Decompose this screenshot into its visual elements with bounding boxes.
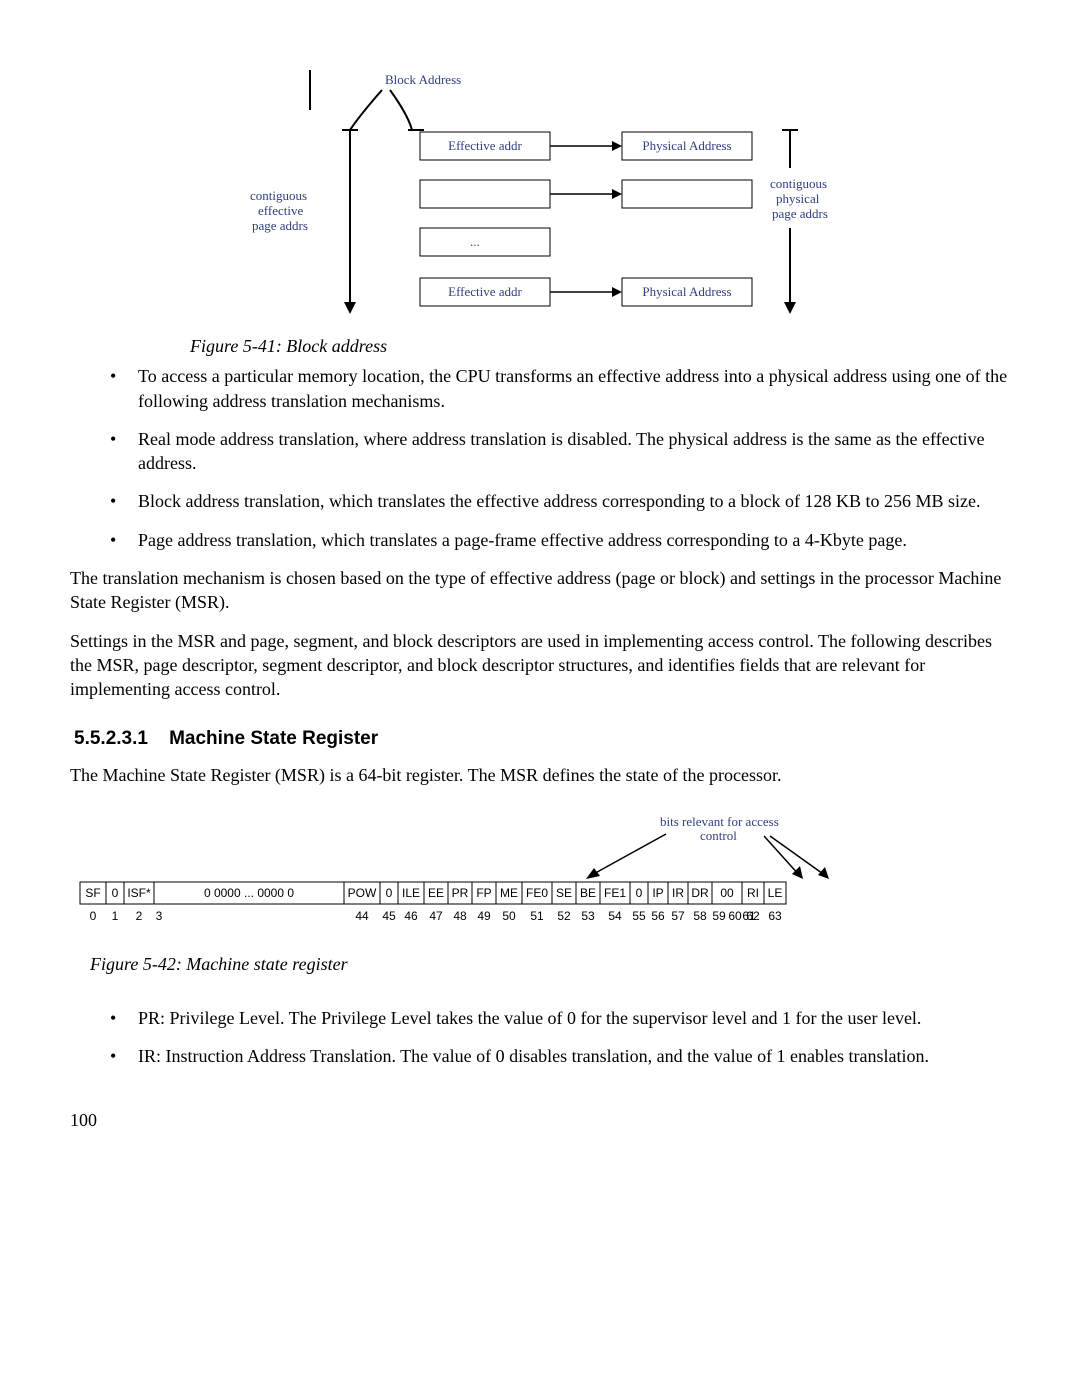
bullets-b: PR: Privilege Level. The Privilege Level…	[70, 1006, 1010, 1069]
bullet-b-1: IR: Instruction Address Translation. The…	[110, 1044, 1010, 1068]
fig542-num-11: 51	[530, 909, 544, 923]
bullet-a-1: Real mode address translation, where add…	[110, 427, 1010, 476]
fig541-box1: Effective addr	[448, 138, 522, 153]
fig542-cell-18: DR	[691, 886, 709, 900]
page-number: 100	[70, 1108, 1010, 1132]
fig542-annot1: bits relevant for access	[660, 814, 779, 829]
fig542-cell-11: FE0	[526, 886, 548, 900]
fig542-cell-10: ME	[500, 886, 518, 900]
fig542-num-6: 46	[404, 909, 418, 923]
fig541-box2: Effective addr	[448, 284, 522, 299]
fig542-cell-21: LE	[768, 886, 783, 900]
section-num: 5.5.2.3.1	[74, 728, 148, 749]
fig542-num-4: 44	[355, 909, 369, 923]
fig542-cell-8: PR	[452, 886, 469, 900]
fig541-box3: Physical Address	[642, 138, 731, 153]
fig542-num-2: 2	[136, 909, 143, 923]
bullet-a-3: Page address translation, which translat…	[110, 528, 1010, 552]
fig542-num-18: 58	[693, 909, 707, 923]
fig541-right-l3: page addrs	[772, 206, 828, 221]
fig541-left-l2: effective	[258, 203, 303, 218]
bullet-a-2: Block address translation, which transla…	[110, 489, 1010, 513]
fig542-cell-0: SF	[85, 886, 100, 900]
fig542-num-16: 56	[651, 909, 665, 923]
para-1: The translation mechanism is chosen base…	[70, 566, 1010, 615]
fig542-num-23: 63	[768, 909, 782, 923]
fig542-annot2: control	[700, 828, 737, 843]
figure-542-svg: bits relevant for access control SF 0 ISF*…	[70, 806, 1010, 946]
fig542-num-5: 45	[382, 909, 396, 923]
fig542-num-3: 3	[156, 909, 163, 923]
fig542-cell-1: 0	[112, 886, 119, 900]
fig542-cell-12: SE	[556, 886, 572, 900]
fig542-num-15: 55	[632, 909, 646, 923]
figure-542-caption: Figure 5-42: Machine state register	[90, 952, 1010, 976]
fig542-cell-13: BE	[580, 886, 596, 900]
fig542-cell-2: ISF*	[127, 886, 151, 900]
fig542-cell-4: POW	[348, 886, 377, 900]
fig542-num-9: 49	[477, 909, 491, 923]
fig542-cell-7: EE	[428, 886, 444, 900]
fig541-left-l3: page addrs	[252, 218, 308, 233]
fig541-left-l1: contiguous	[250, 188, 307, 203]
fig542-cell-9: FP	[476, 886, 491, 900]
bullet-b-0: PR: Privilege Level. The Privilege Level…	[110, 1006, 1010, 1030]
block-address-title: Block Address	[385, 72, 461, 87]
fig542-cell-16: IP	[652, 886, 663, 900]
figure-541-svg: Block Address contiguous effective page …	[230, 60, 850, 330]
fig541-box4: Physical Address	[642, 284, 731, 299]
fig542-num-17: 57	[671, 909, 685, 923]
figure-542: bits relevant for access control SF 0 ISF*…	[70, 806, 1010, 946]
fig542-num-13: 53	[581, 909, 595, 923]
bullet-a-0: To access a particular memory location, …	[110, 364, 1010, 413]
fig541-dots: ...	[470, 234, 480, 249]
figure-541-caption: Figure 5-41: Block address	[190, 334, 1010, 358]
fig542-num-20: 60	[728, 909, 742, 923]
fig542-num-12: 52	[557, 909, 571, 923]
fig542-cell-17: IR	[672, 886, 684, 900]
fig542-cell-20: RI	[747, 886, 759, 900]
fig542-cell-3: 0 0000 ... 0000 0	[204, 886, 294, 900]
fig542-num-7: 47	[429, 909, 443, 923]
section-title: Machine State Register	[169, 728, 378, 749]
section-heading: 5.5.2.3.1 Machine State Register	[74, 726, 1010, 752]
fig542-cell-15: 0	[636, 886, 643, 900]
fig542-num-19: 59	[712, 909, 726, 923]
fig542-cell-19: 00	[720, 886, 734, 900]
fig542-num-14: 54	[608, 909, 622, 923]
para-2: Settings in the MSR and page, segment, a…	[70, 629, 1010, 702]
fig542-num-22: 62	[746, 909, 760, 923]
fig542-num-1: 1	[112, 909, 119, 923]
fig541-right-l1: contiguous	[770, 176, 827, 191]
fig541-right-l2: physical	[776, 191, 820, 206]
fig542-num-10: 50	[502, 909, 516, 923]
fig542-cell-6: ILE	[402, 886, 420, 900]
figure-541: Block Address contiguous effective page …	[230, 60, 850, 330]
bullets-a: To access a particular memory location, …	[70, 364, 1010, 552]
fig542-num-8: 48	[453, 909, 467, 923]
para-3: The Machine State Register (MSR) is a 64…	[70, 763, 1010, 787]
fig542-num-0: 0	[90, 909, 97, 923]
fig542-cell-5: 0	[386, 886, 393, 900]
fig542-cell-14: FE1	[604, 886, 626, 900]
